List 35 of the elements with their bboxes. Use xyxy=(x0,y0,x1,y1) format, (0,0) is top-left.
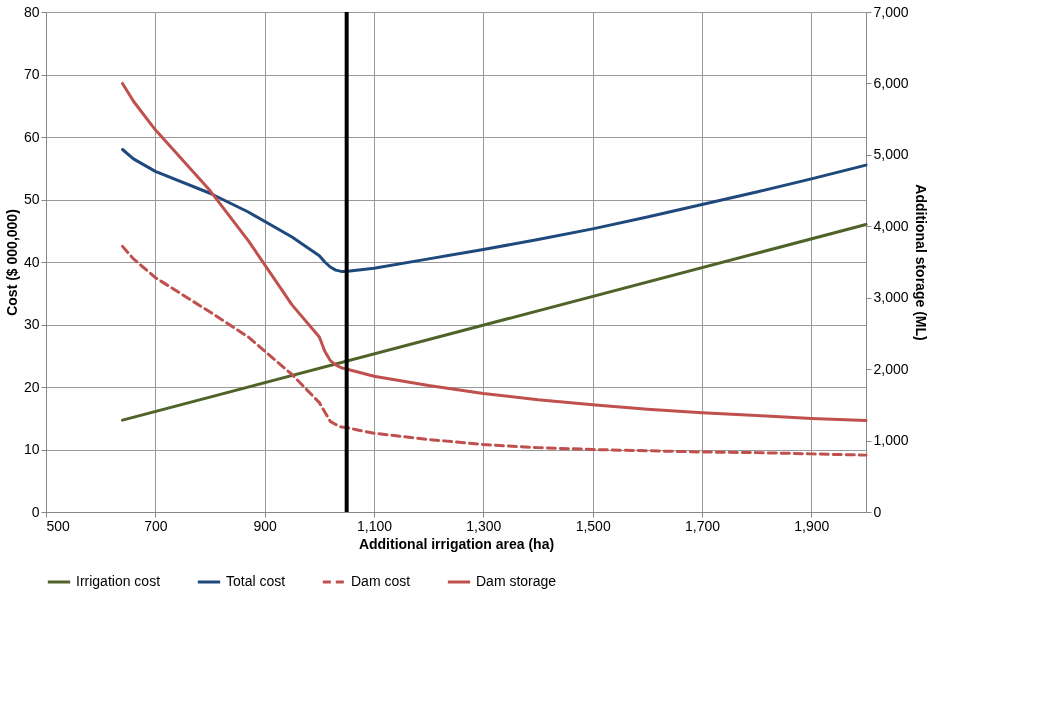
x-tick-label: 900 xyxy=(253,517,278,534)
y2-tick-label: 1,000 xyxy=(873,432,909,449)
y2-tick-label: 7,000 xyxy=(873,3,909,20)
line-series xyxy=(121,148,868,273)
y-tick-label: 10 xyxy=(23,441,40,457)
line-series xyxy=(121,81,868,423)
y-tick-label: 20 xyxy=(23,378,40,395)
y-tick-label: 0 xyxy=(31,503,40,520)
y-tick-label: 70 xyxy=(23,66,40,82)
y2-axis-title: Additional storage (ML) xyxy=(912,184,929,341)
y2-tick-label: 0 xyxy=(873,503,882,520)
line-series xyxy=(121,244,868,457)
x-tick-label: 1,300 xyxy=(466,517,502,534)
y-tick-label: 50 xyxy=(23,191,40,207)
y2-tick-label: 2,000 xyxy=(873,360,909,377)
y-tick-label: 40 xyxy=(23,253,40,270)
y2-tick-label: 4,000 xyxy=(873,217,909,234)
y-tick-label: 80 xyxy=(23,3,40,20)
y2-tick-label: 6,000 xyxy=(873,74,909,91)
y-axis-title: Cost ($ 000,000) xyxy=(3,209,20,316)
legend-label: Dam cost xyxy=(351,573,411,589)
y2-tick-label: 5,000 xyxy=(873,146,909,163)
x-tick-label: 1,500 xyxy=(575,517,611,534)
x-tick-label: 1,900 xyxy=(794,517,830,534)
y2-tick-label: 3,000 xyxy=(873,289,909,306)
x-tick-label: 1,700 xyxy=(684,517,721,534)
x-tick-label: 1,100 xyxy=(356,517,393,534)
legend-label: Dam storage xyxy=(476,573,557,589)
x-tick-label: 700 xyxy=(144,517,168,534)
x-tick-label: 500 xyxy=(46,517,71,534)
legend-label: Total cost xyxy=(226,573,286,589)
x-axis-title: Additional irrigation area (ha) xyxy=(358,535,555,552)
y-tick-label: 60 xyxy=(23,128,40,145)
legend-label: Irrigation cost xyxy=(76,573,161,589)
y-tick-label: 30 xyxy=(23,316,40,332)
